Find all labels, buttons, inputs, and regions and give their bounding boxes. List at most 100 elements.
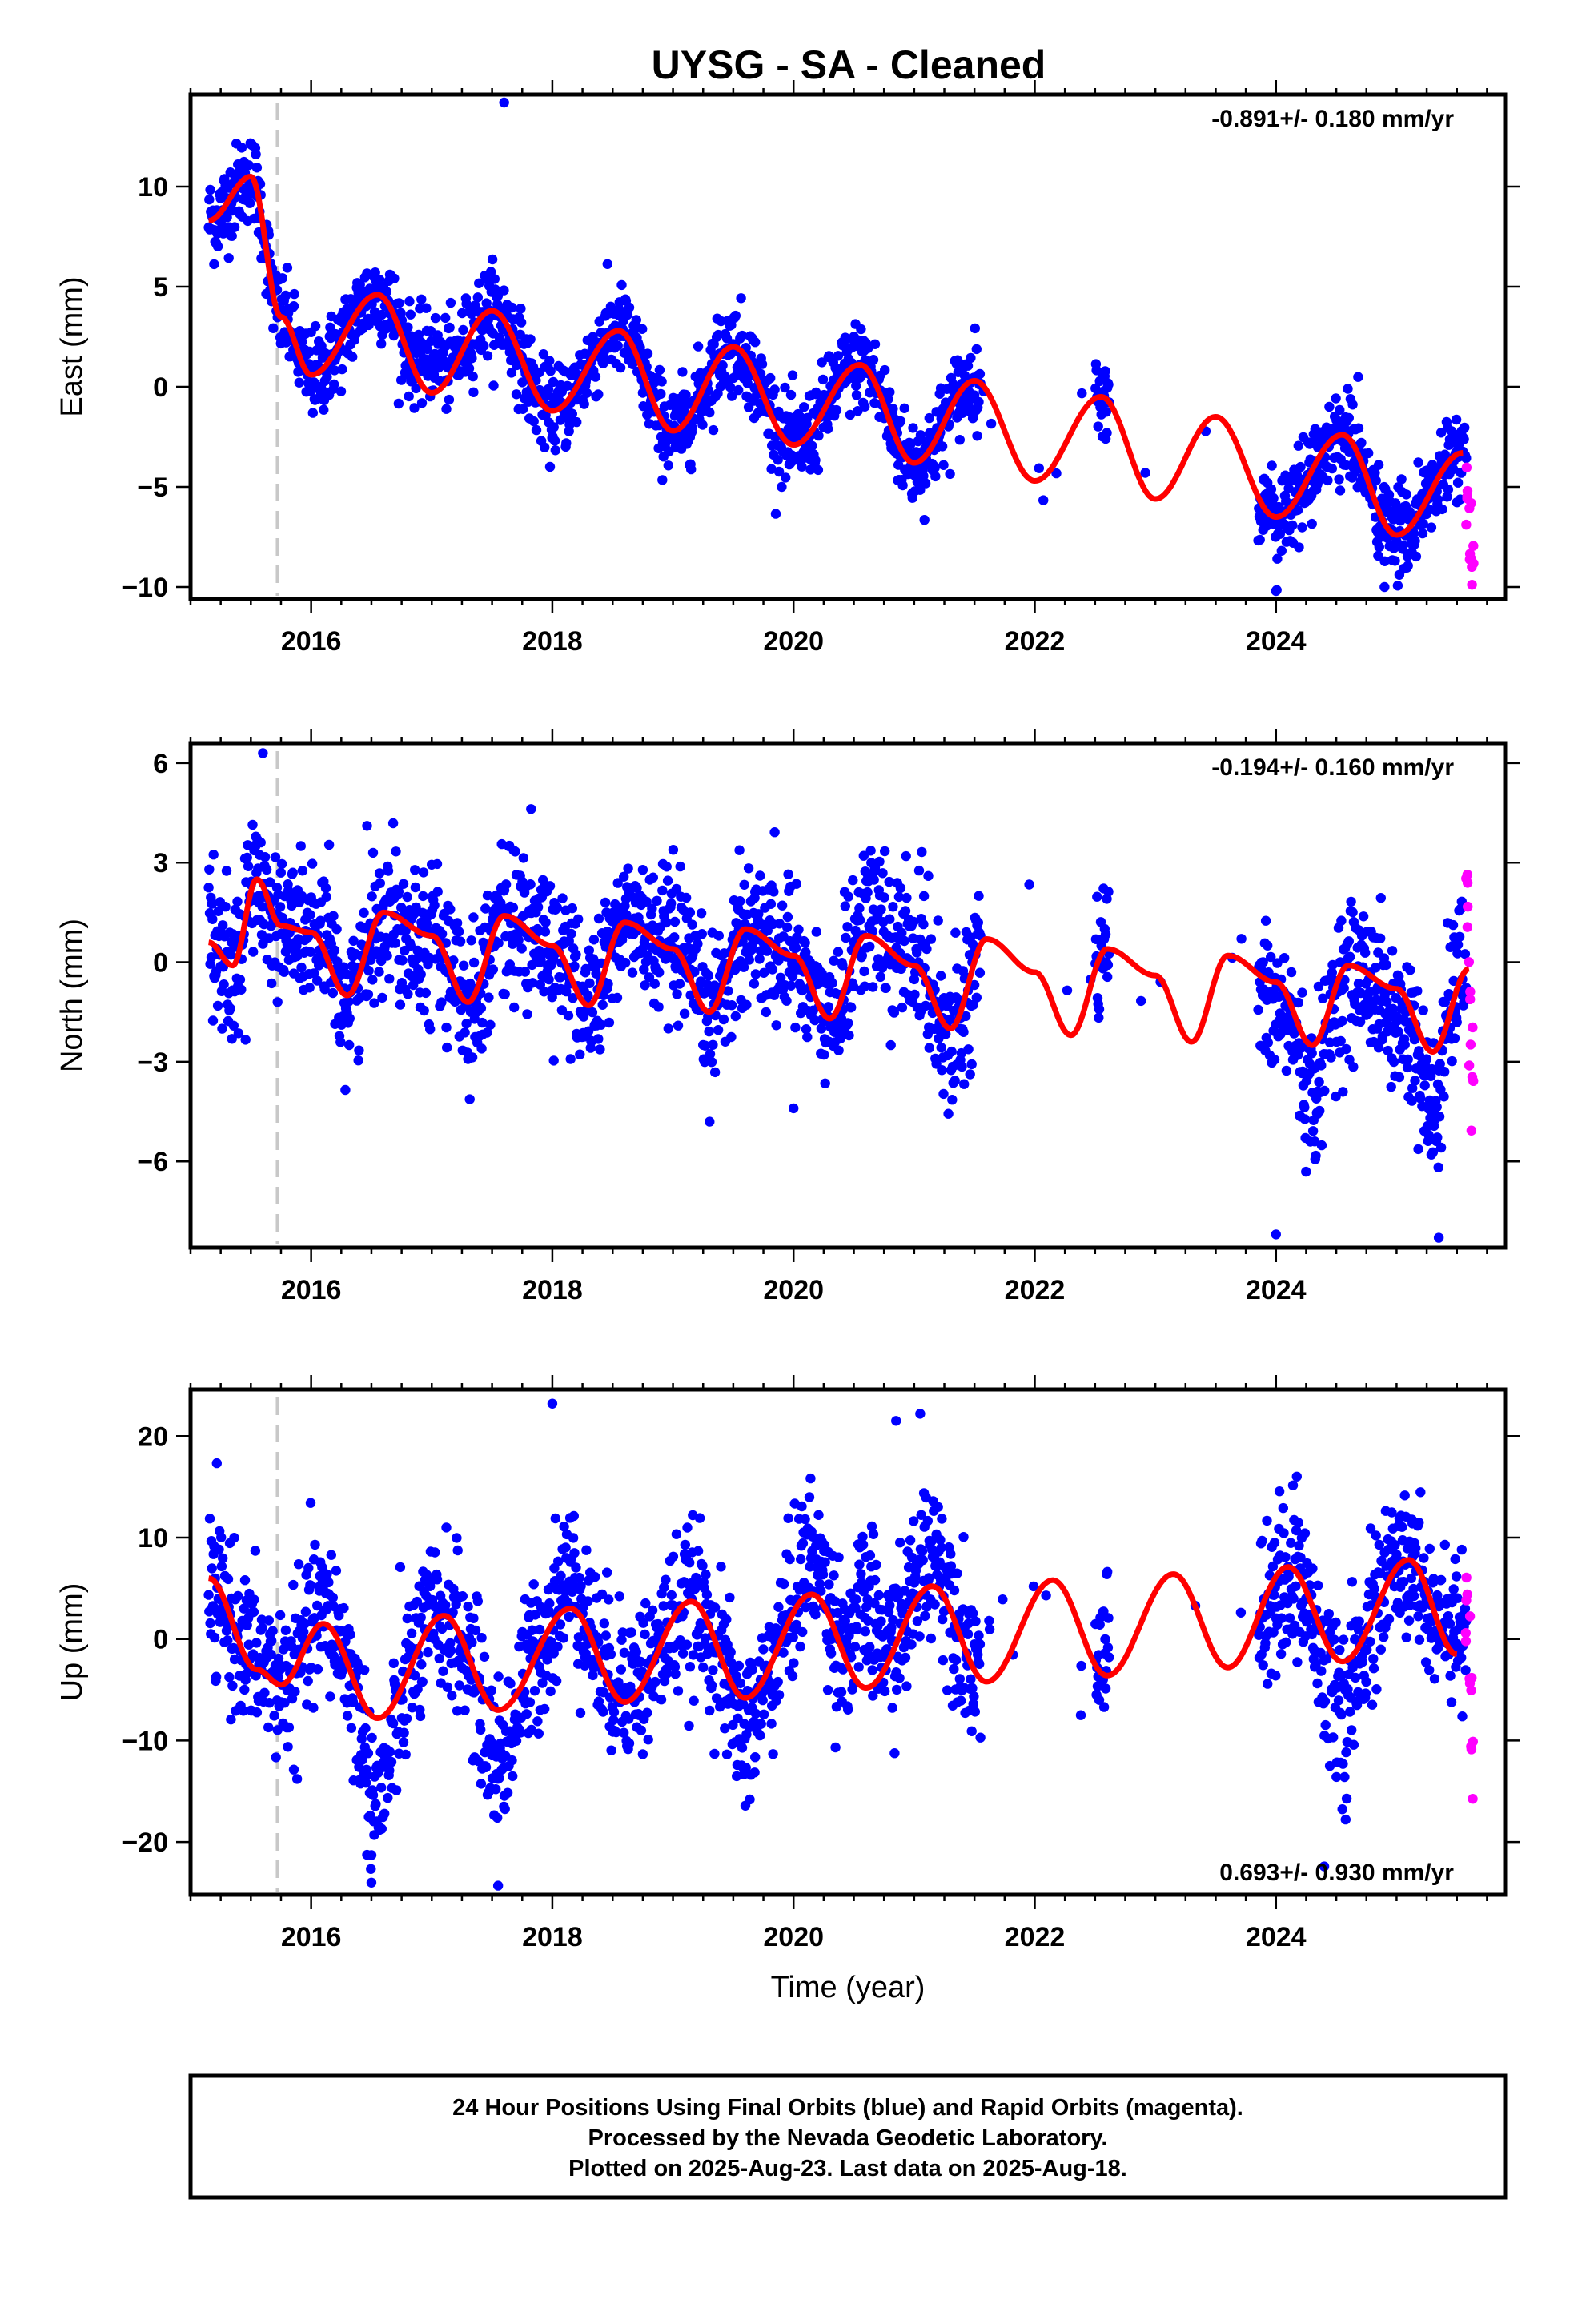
data-point [553, 1556, 564, 1567]
data-point [288, 1579, 299, 1590]
data-point [1373, 1043, 1384, 1053]
data-point [328, 911, 339, 922]
data-point [297, 866, 308, 876]
data-point [476, 1043, 487, 1054]
data-point [773, 455, 783, 465]
data-point [342, 1711, 353, 1721]
data-point [367, 847, 379, 858]
data-point [213, 906, 223, 917]
data-point [1353, 979, 1364, 989]
data-point [726, 1658, 737, 1668]
data-point [733, 1660, 745, 1671]
data-point [419, 1005, 429, 1016]
data-point [203, 883, 214, 893]
data-point [725, 1592, 735, 1603]
data-point [507, 1755, 517, 1766]
data-point [661, 1668, 672, 1679]
data-point [502, 1787, 513, 1798]
data-point [734, 845, 745, 855]
data-point [819, 1049, 829, 1060]
data-point [666, 898, 677, 909]
data-point [681, 892, 692, 903]
data-point [544, 881, 556, 891]
data-point [251, 163, 263, 173]
outlier-point [1271, 1229, 1281, 1240]
data-point [482, 1027, 492, 1038]
data-point [790, 943, 801, 953]
data-point [584, 945, 594, 955]
data-point [388, 1658, 399, 1668]
data-point [700, 1040, 711, 1051]
data-point [677, 1648, 689, 1659]
data-point [959, 1079, 970, 1089]
data-point [841, 334, 852, 344]
data-point [283, 1742, 293, 1752]
data-point [1341, 1043, 1351, 1055]
data-point [293, 1559, 304, 1570]
data-point [1439, 1067, 1450, 1077]
data-point [264, 1698, 275, 1708]
data-point [661, 1574, 671, 1585]
data-point [1442, 492, 1452, 502]
data-point [774, 919, 785, 929]
data-point [205, 1618, 215, 1629]
data-point [209, 1632, 220, 1643]
data-point [726, 1031, 737, 1043]
data-point [466, 935, 476, 946]
data-point [559, 1522, 569, 1532]
data-point [833, 947, 844, 957]
data-point [1034, 463, 1045, 473]
data-point [706, 1680, 717, 1691]
data-point [595, 1044, 605, 1055]
data-point [962, 360, 974, 371]
data-point [459, 960, 469, 971]
data-point [1343, 412, 1355, 424]
data-point [827, 978, 837, 989]
data-point [1051, 468, 1062, 479]
data-point [547, 992, 557, 1003]
data-point [445, 904, 456, 915]
data-point [207, 1563, 217, 1574]
data-point [843, 891, 854, 902]
data-point [733, 1713, 743, 1723]
y-tick-label: −6 [137, 1147, 168, 1177]
data-point [640, 1598, 651, 1609]
data-point [720, 1723, 730, 1734]
data-point [619, 1727, 629, 1738]
data-point [287, 867, 298, 878]
data-point [1281, 1065, 1292, 1076]
data-point [901, 892, 912, 903]
data-point [1314, 1076, 1324, 1088]
data-point [425, 1024, 436, 1035]
data-point [206, 952, 217, 963]
data-point [666, 1590, 677, 1601]
data-point [283, 1722, 295, 1733]
data-point [757, 1695, 768, 1706]
data-point [638, 1618, 648, 1628]
data-point [755, 870, 765, 881]
data-point [1313, 981, 1324, 992]
data-point [649, 979, 660, 989]
data-point [835, 1033, 845, 1044]
data-point [626, 1627, 636, 1638]
data-point [296, 962, 307, 973]
data-point [895, 883, 906, 894]
data-point [389, 273, 400, 283]
data-point [593, 389, 604, 400]
data-point [1327, 463, 1338, 474]
data-point [875, 971, 886, 983]
data-point [619, 871, 629, 883]
data-point [876, 904, 886, 915]
data-point [588, 935, 600, 945]
data-point [797, 461, 807, 472]
data-point [529, 1686, 540, 1696]
data-point [648, 1691, 659, 1702]
data-point [744, 955, 754, 965]
data-point [1447, 1055, 1457, 1067]
data-point [885, 387, 895, 397]
data-point [958, 1027, 969, 1038]
data-point [567, 408, 577, 419]
data-point [561, 986, 572, 997]
data-point [571, 1562, 581, 1573]
data-point [684, 1720, 694, 1731]
